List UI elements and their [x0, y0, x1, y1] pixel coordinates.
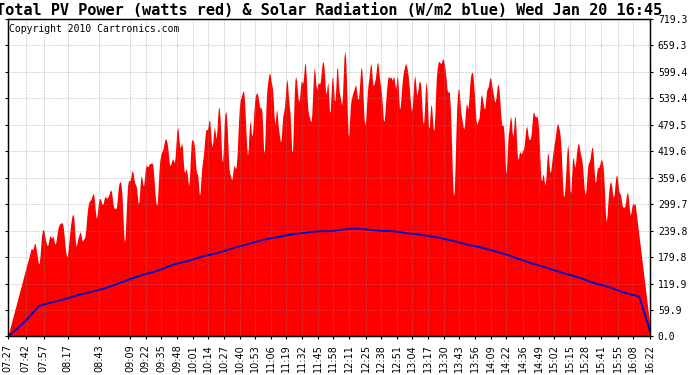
Text: Copyright 2010 Cartronics.com: Copyright 2010 Cartronics.com — [9, 24, 179, 34]
Title: Total PV Power (watts red) & Solar Radiation (W/m2 blue) Wed Jan 20 16:45: Total PV Power (watts red) & Solar Radia… — [0, 3, 662, 18]
